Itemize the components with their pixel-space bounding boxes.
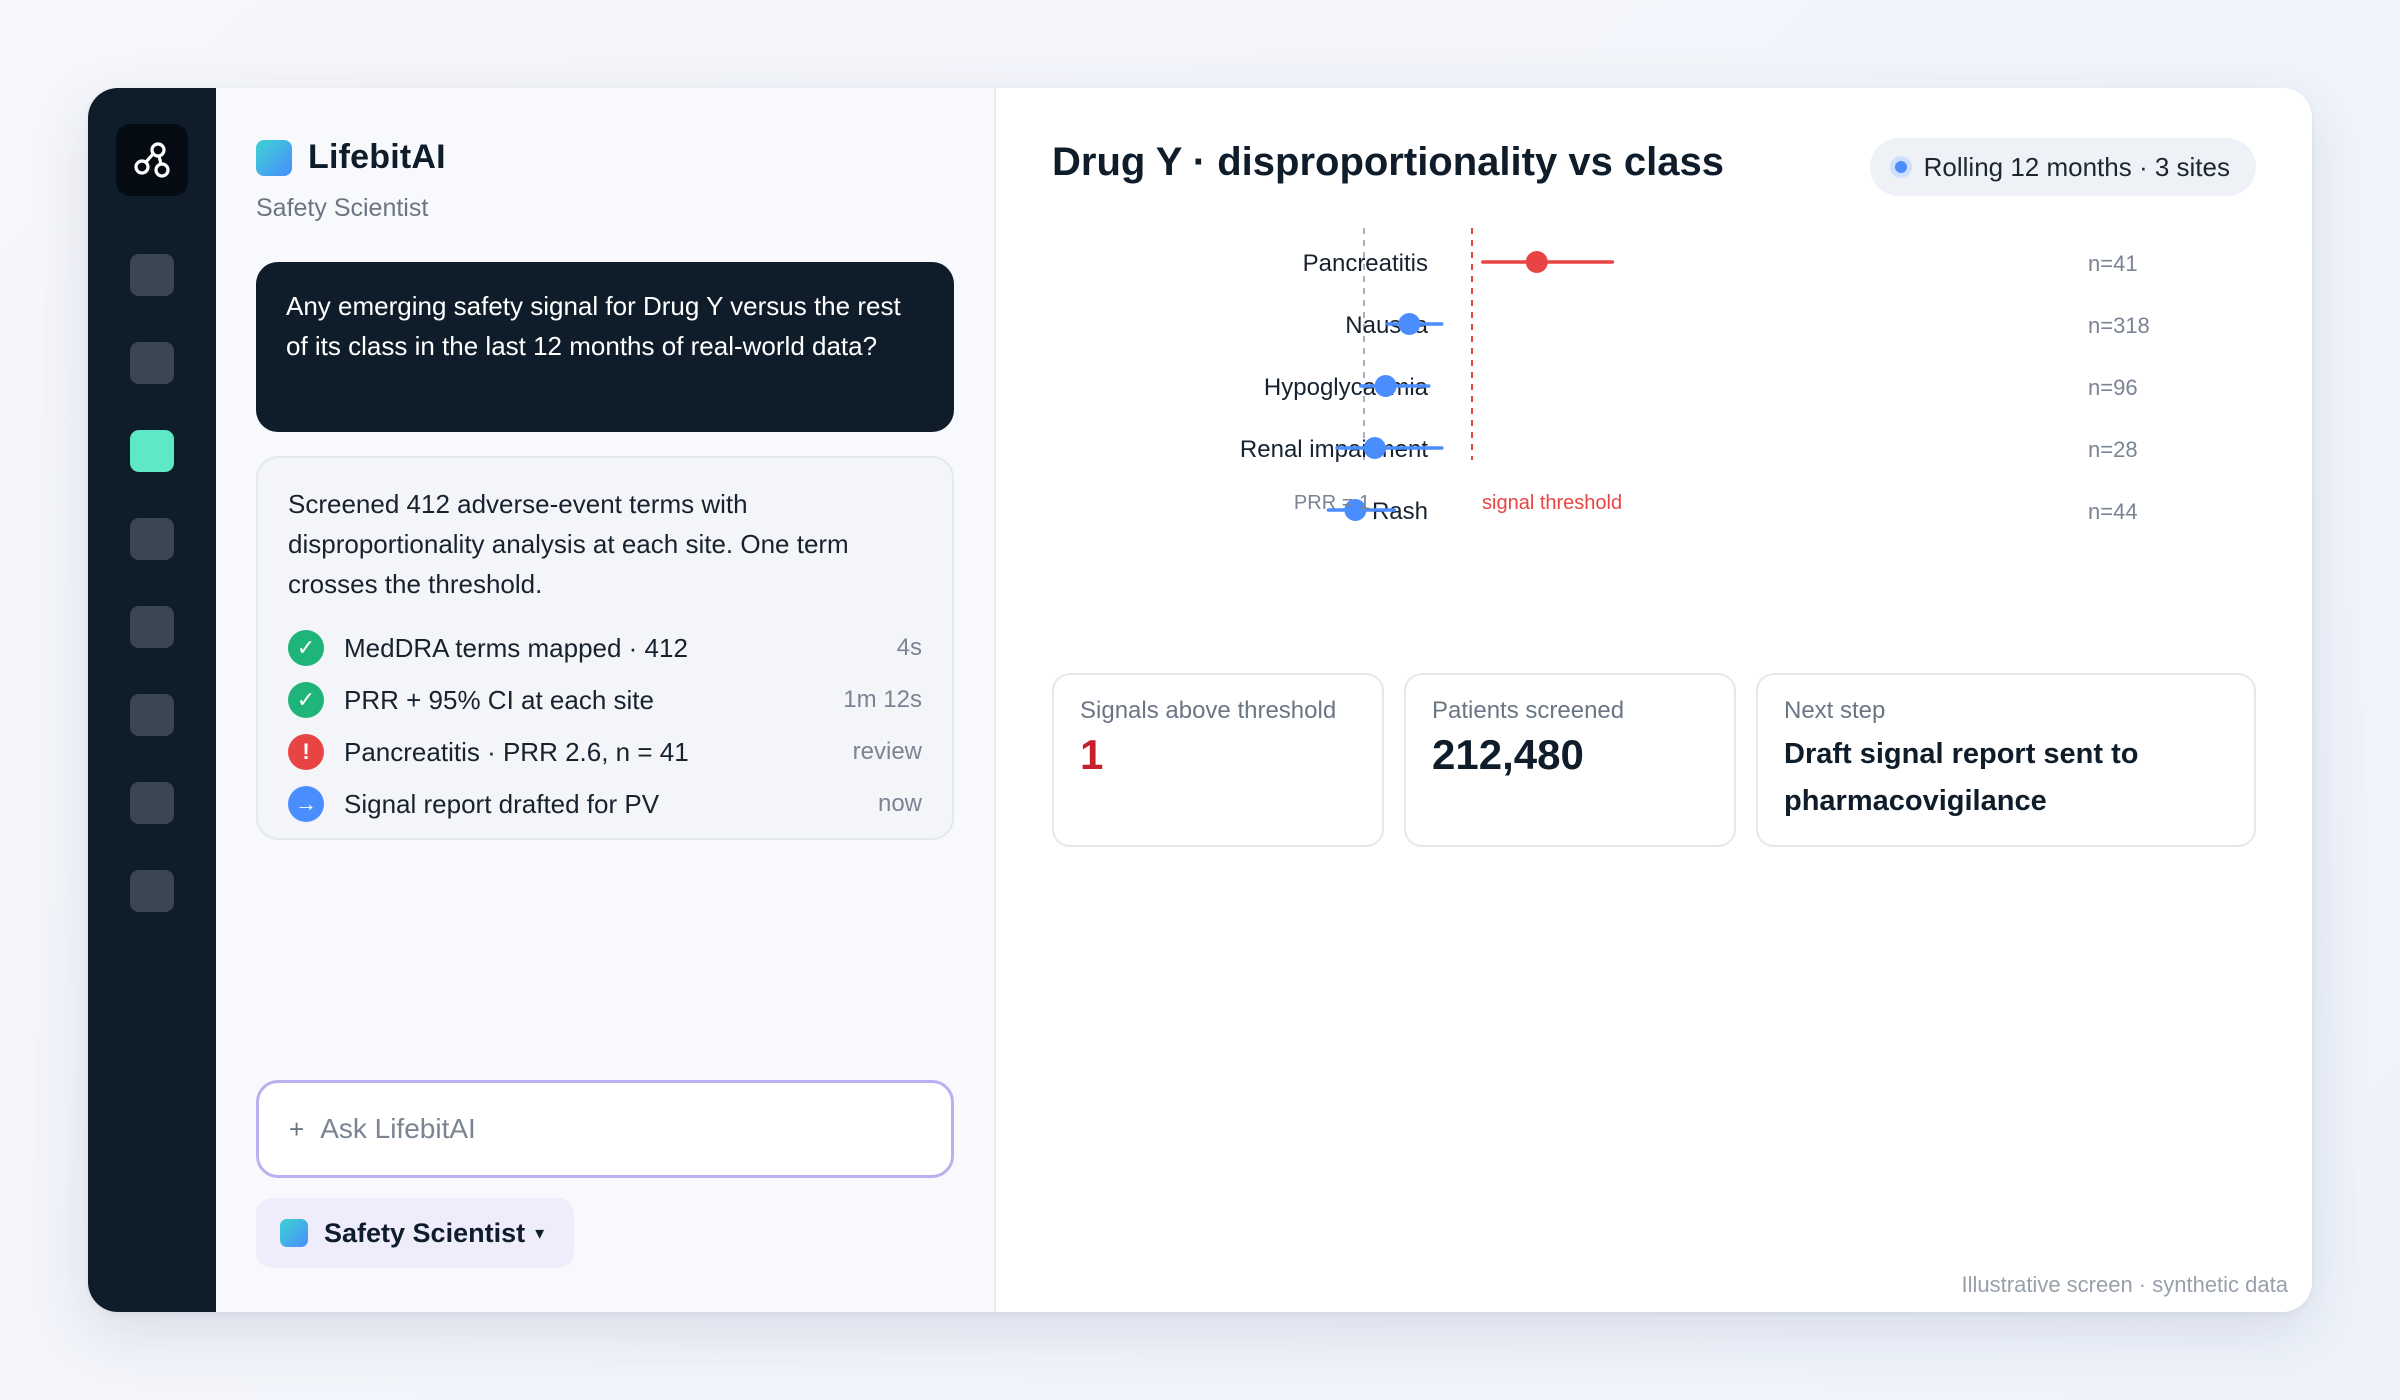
forest-n-label: n=96 xyxy=(2088,375,2138,400)
forest-n-label: n=318 xyxy=(2088,313,2150,338)
forest-n-label: n=28 xyxy=(2088,437,2138,462)
forest-n-label: n=41 xyxy=(2088,251,2138,276)
check-icon: ✓ xyxy=(288,630,324,666)
forest-point[interactable] xyxy=(1374,375,1397,397)
progress-step-label: PRR + 95% CI at each site xyxy=(344,684,654,715)
role-selector[interactable]: Safety Scientist ▾ xyxy=(256,1198,574,1268)
chat-pane: LifebitAI Safety Scientist Any emerging … xyxy=(216,88,996,1312)
rail-nav-3[interactable] xyxy=(130,430,174,472)
stat-patients-label: Patients screened xyxy=(1432,697,1625,724)
progress-step-time: 1m 12s xyxy=(843,686,922,713)
progress-step: ✓ MedDRA terms mapped · 412 4s xyxy=(288,622,922,674)
panel-title: Drug Y · disproportionality vs class xyxy=(1052,140,1725,184)
reference-line-label: PRR = 1 xyxy=(1294,492,1370,514)
progress-step-label: Pancreatitis · PRR 2.6, n = 41 xyxy=(344,736,689,767)
ask-input[interactable]: + Ask LifebitAI xyxy=(256,1080,954,1178)
network-nodes-icon[interactable] xyxy=(116,124,188,196)
progress-step-time: 4s xyxy=(896,634,922,661)
progress-step-time: review xyxy=(852,738,922,765)
progress-steps: ✓ MedDRA terms mapped · 412 4s ✓ PRR + 95% C… xyxy=(288,622,922,830)
range-dot-icon xyxy=(1889,156,1912,178)
progress-step-label: Signal report drafted for PV xyxy=(344,788,660,819)
results-panel: Drug Y · disproportionality vs class Rol… xyxy=(996,88,2312,1312)
stat-next-step: Next step Draft signal report sent to ph… xyxy=(1756,673,2256,847)
brand-name: LifebitAI xyxy=(308,138,446,176)
progress-step-time: now xyxy=(877,790,922,817)
progress-step: ✓ PRR + 95% CI at each site 1m 12s xyxy=(288,674,922,726)
stat-signals: Signals above threshold 1 xyxy=(1052,673,1384,847)
role-selector-label[interactable]: Safety Scientist xyxy=(324,1217,526,1248)
rail-nav-8[interactable] xyxy=(130,870,174,912)
app-window: LifebitAI Safety Scientist Any emerging … xyxy=(88,88,2312,1312)
forest-term-label: Pancreatitis xyxy=(1303,250,1428,277)
check-icon: ✓ xyxy=(288,682,324,718)
forest-point[interactable] xyxy=(1363,437,1386,459)
plus-icon[interactable]: + xyxy=(289,1113,305,1144)
progress-step: ! Pancreatitis · PRR 2.6, n = 41 review xyxy=(288,726,922,778)
role-logo-icon xyxy=(280,1219,308,1247)
brand-logo-icon xyxy=(256,139,292,176)
stat-signals-value: 1 xyxy=(1080,731,1104,778)
caret-down-icon[interactable]: ▾ xyxy=(535,1222,545,1243)
assistant-message: Screened 412 adverse-event terms with di… xyxy=(256,456,954,840)
stat-next-step-value: Draft signal report sent to pharmacovigi… xyxy=(1784,738,2139,817)
forest-n-label: n=44 xyxy=(2088,499,2138,524)
rail-nav-4[interactable] xyxy=(130,518,174,560)
stat-patients: Patients screened 212,480 xyxy=(1404,673,1736,847)
stat-patients-value: 212,480 xyxy=(1432,731,1584,778)
assistant-message-text: Screened 412 adverse-event terms with di… xyxy=(288,489,849,599)
user-message: Any emerging safety signal for Drug Y ve… xyxy=(256,262,954,432)
range-filter[interactable]: Rolling 12 months · 3 sites xyxy=(1869,138,2256,196)
nav-rail xyxy=(88,88,216,1312)
progress-step-label: MedDRA terms mapped · 412 xyxy=(344,632,688,663)
brand-subtitle: Safety Scientist xyxy=(256,194,429,222)
progress-step: → Signal report drafted for PV now xyxy=(288,778,922,830)
forest-point[interactable] xyxy=(1344,499,1367,521)
threshold-line-label: signal threshold xyxy=(1482,492,1622,514)
alert-icon: ! xyxy=(288,734,324,770)
range-filter-label[interactable]: Rolling 12 months · 3 sites xyxy=(1923,151,2230,182)
stat-signals-label: Signals above threshold xyxy=(1080,697,1337,724)
brand: LifebitAI xyxy=(256,138,446,177)
rail-nav-2[interactable] xyxy=(130,342,174,384)
stat-next-step-label: Next step xyxy=(1784,697,1886,724)
rail-nav-6[interactable] xyxy=(130,694,174,736)
rail-nav-7[interactable] xyxy=(130,782,174,824)
rail-nav-1[interactable] xyxy=(130,254,174,296)
rail-nav-5[interactable] xyxy=(130,606,174,648)
arrow-right-icon: → xyxy=(288,786,324,822)
forest-point[interactable] xyxy=(1398,313,1421,335)
forest-point[interactable] xyxy=(1525,251,1548,273)
ask-input-placeholder[interactable]: Ask LifebitAI xyxy=(320,1113,476,1144)
footnote: Illustrative screen · synthetic data xyxy=(1961,1272,2288,1297)
